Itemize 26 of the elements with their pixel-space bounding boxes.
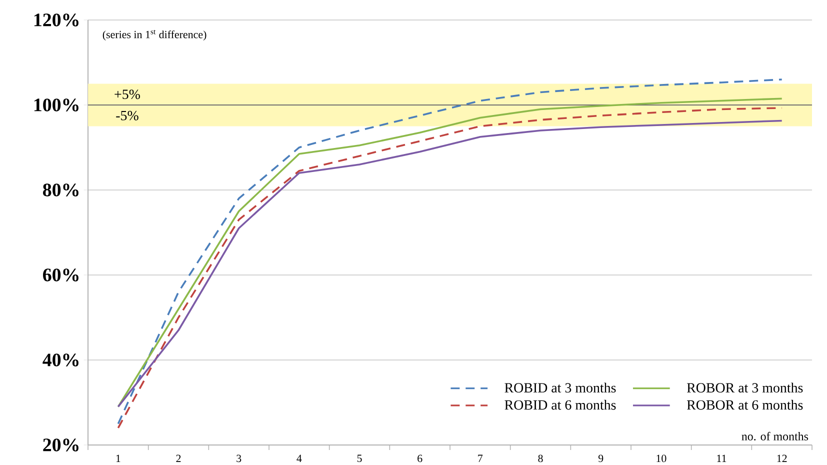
legend-label: ROBID at 6 months — [504, 400, 616, 410]
band-label: +5% — [114, 90, 140, 100]
y-tick-label: 40% — [42, 354, 78, 366]
y-tick-label: 100% — [34, 98, 78, 112]
x-tick-label: 3 — [236, 454, 242, 462]
y-tick-label: 60% — [43, 268, 78, 282]
x-tick-label: 11 — [717, 454, 726, 462]
y-tick-label: 120% — [34, 14, 78, 26]
x-tick-label: 2 — [176, 454, 181, 462]
legend-label: ROBID at 3 months — [504, 382, 616, 393]
x-tick-label: 6 — [418, 454, 422, 462]
legend-label: ROBOR at 3 months — [686, 382, 803, 393]
x-tick-label: 9 — [598, 454, 604, 462]
x-tick-label: 10 — [656, 454, 666, 462]
x-tick-label: 4 — [296, 454, 302, 462]
x-tick-label: 5 — [357, 454, 362, 462]
y-tick-label: 20% — [43, 438, 78, 452]
band-label: -5% — [116, 110, 138, 120]
x-tick-label: 1 — [116, 454, 120, 462]
x-tick-label: 8 — [538, 454, 543, 462]
x-tick-label: 7 — [478, 454, 483, 462]
annotation: (series in 1$^{st}$ difference) — [102, 30, 206, 40]
x-tick-label: 12 — [777, 454, 787, 462]
legend-label: ROBOR at 6 months — [686, 400, 803, 410]
x-axis-title: no. of months — [742, 432, 808, 440]
y-tick-label: 80% — [43, 184, 78, 196]
